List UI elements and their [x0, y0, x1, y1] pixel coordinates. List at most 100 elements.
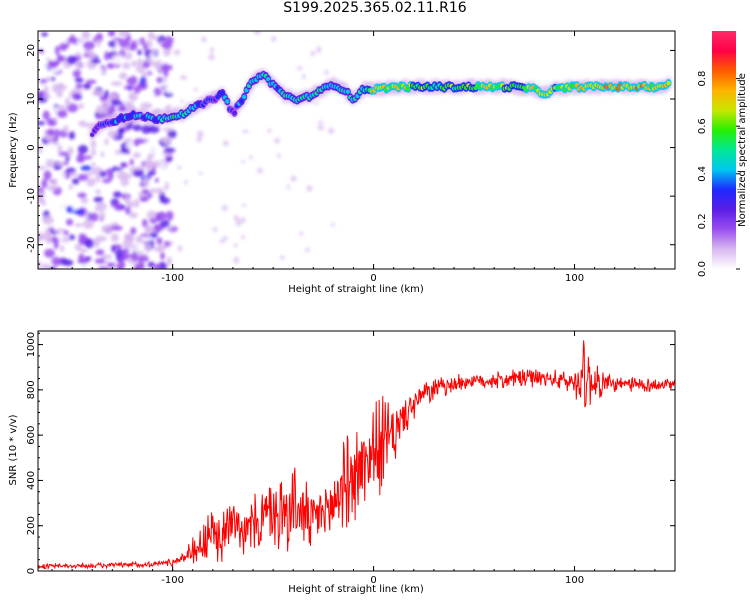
- spectrogram-noise-blob: [133, 138, 146, 145]
- spectrogram-noise-blob: [223, 140, 229, 147]
- spectrogram-noise-blob: [313, 237, 321, 243]
- spectrogram-noise-blob: [107, 171, 114, 181]
- spectrogram-noise-blob: [56, 203, 66, 211]
- spectrogram-noise-blob: [38, 165, 47, 170]
- spectrogram-noise-blob: [93, 196, 104, 203]
- spectrogram-noise-blob: [233, 256, 240, 264]
- spectrogram-noise-blob: [150, 35, 159, 40]
- spectrogram-noise-blob: [72, 202, 80, 212]
- spectrogram-noise-blob: [111, 167, 123, 172]
- spectrogram-noise-blob: [167, 129, 177, 139]
- spectrogram-noise-blob: [110, 225, 123, 231]
- spectrogram-noise-blob: [95, 104, 107, 115]
- spectrogram-noise-blob: [58, 230, 65, 240]
- spectrogram-noise-blob: [156, 244, 167, 251]
- spectrogram-noise-blob: [58, 257, 68, 265]
- spectrogram-noise-blob: [327, 127, 335, 135]
- spectrogram-noise-blob: [123, 85, 136, 90]
- spectrogram-noise-blob: [130, 227, 137, 236]
- spectrogram-noise-blob: [68, 234, 76, 241]
- spectrogram-noise-blob: [147, 261, 155, 268]
- spectrogram-noise-blob: [196, 136, 202, 143]
- spectrogram-noise-blob: [90, 148, 97, 157]
- spectrogram-noise-blob: [314, 140, 318, 147]
- spectrogram-noise-blob: [52, 83, 59, 93]
- spectrogram-noise-blob: [99, 170, 107, 178]
- snr-y-tick-label: 800: [26, 380, 37, 399]
- spectrogram-noise-blob: [149, 232, 158, 239]
- spectrogram-noise-blob: [145, 157, 152, 168]
- spectrogram-noise-blob: [162, 127, 174, 132]
- spectrogram-noise-blob: [95, 33, 103, 40]
- spectrogram-noise-blob: [161, 79, 167, 87]
- spectrogram-noise-blob: [58, 151, 69, 156]
- spectrogram-noise-blob: [85, 171, 94, 176]
- spectrogram-noise-blob: [95, 249, 105, 256]
- snr-x-tick-label: -100: [161, 575, 184, 586]
- spectrogram-noise-blob: [224, 65, 229, 71]
- snr-y-tick-label: 0: [26, 568, 37, 574]
- spectrogram-noise-blob: [110, 99, 123, 106]
- spectrogram-noise-blob: [78, 263, 88, 269]
- spectrogram-noise-blob: [72, 92, 81, 101]
- spectrogram-noise-blob: [42, 94, 52, 99]
- spectrogram-noise-blob: [306, 185, 313, 192]
- spectrogram-noise-blob: [123, 188, 135, 194]
- spectrogram-noise-blob: [81, 31, 91, 40]
- spectrogram-noise-blob: [56, 82, 65, 91]
- spectrogram-noise-blob: [163, 147, 176, 154]
- spectrogram-noise-blob: [163, 136, 173, 146]
- colorbar-tick-label: 0.8: [697, 71, 708, 87]
- spectrogram-noise-blob: [288, 266, 293, 269]
- spectrogram-noise-blob: [173, 49, 181, 56]
- spectrogram-noise-blob: [141, 145, 147, 151]
- spectrogram-noise-blob: [83, 155, 93, 160]
- spectrogram-noise-blob: [131, 60, 138, 67]
- spectrogram-noise-blob: [118, 72, 128, 80]
- spectrogram-noise-blob: [83, 41, 95, 50]
- spectrogram-noise-blob: [147, 91, 156, 98]
- spectrogram-noise-blob: [235, 219, 241, 227]
- spectrogram-noise-blob: [126, 102, 135, 110]
- spectrogram-noise-blob: [316, 46, 322, 54]
- spectrogram-noise-blob: [76, 39, 83, 47]
- spectrogram-noise-blob: [156, 237, 163, 245]
- spectrogram-noise-blob: [75, 154, 86, 163]
- spectrogram-noise-blob: [56, 171, 66, 181]
- spectrogram-noise-blob: [114, 153, 126, 160]
- spectrogram-noise-blob: [249, 155, 253, 160]
- spectrogram-noise-blob: [66, 103, 79, 113]
- spectrogram-noise-blob: [299, 231, 304, 236]
- spectrogram-noise-blob: [104, 90, 109, 99]
- spectrogram-noise-blob: [140, 102, 153, 110]
- spectrogram-noise-blob: [103, 254, 113, 259]
- spectrogram-noise-blob: [201, 211, 208, 217]
- spectrogram-noise-blob: [107, 31, 116, 37]
- spectrogram-noise-blob: [134, 85, 141, 94]
- spectrogram-noise-blob: [161, 41, 173, 49]
- spectrogram-noise-blob: [166, 225, 174, 231]
- spectrogram-noise-blob: [223, 81, 228, 89]
- spectrogram-noise-blob: [286, 184, 290, 190]
- colorbar-label: Normalized spectral amplitude: [737, 73, 748, 227]
- colorbar-tick-label: 0.0: [697, 261, 708, 277]
- spectrogram-noise-blob: [126, 200, 135, 209]
- spectrogram-noise-blob: [105, 101, 111, 110]
- spectrogram-noise-blob: [104, 138, 109, 146]
- spectrogram-noise-blob: [97, 181, 105, 189]
- spectrogram-noise-blob: [206, 177, 210, 183]
- spectrogram-noise-blob: [193, 87, 198, 92]
- spectrogram-noise-blob: [130, 252, 138, 262]
- snr-frame: [37, 330, 676, 572]
- spectrogram-noise-blob: [116, 265, 123, 269]
- spectrogram-noise-blob: [233, 243, 238, 248]
- spectrogram-noise-blob: [77, 259, 89, 265]
- spectrogram-noise-blob: [38, 121, 46, 126]
- spectrogram-noise-blob: [43, 248, 55, 258]
- snr-marks: [38, 340, 675, 571]
- spectrogram-noise-blob: [80, 197, 89, 204]
- spectrogram-noise-blob: [73, 209, 86, 215]
- spectrogram-noise-blob: [46, 236, 52, 245]
- spectrogram-marks: [38, 31, 673, 269]
